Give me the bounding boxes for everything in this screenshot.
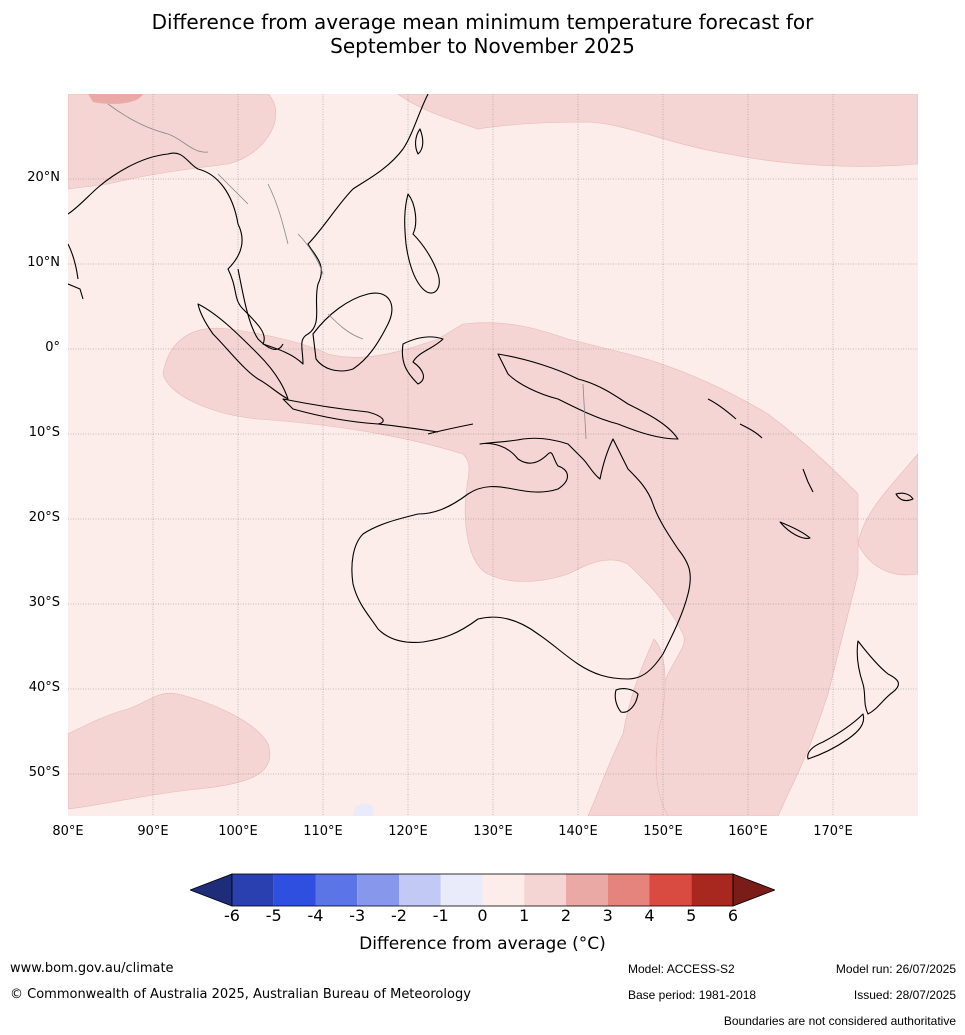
colorbar-tick-label: 5	[686, 906, 697, 925]
lon-tick-170e: 170°E	[813, 824, 853, 839]
colorbar-tick-label: -1	[432, 906, 449, 925]
lat-tick-50s: 50°S	[28, 765, 60, 780]
philippines	[404, 193, 440, 294]
colorbar-segment	[440, 874, 483, 906]
colorbar-extend-high	[732, 873, 775, 907]
colorbar-segment	[399, 874, 441, 906]
colorbar-tick-label: -5	[265, 906, 282, 925]
lon-tick-160e: 160°E	[728, 824, 768, 839]
new-guinea	[497, 353, 679, 440]
colorbar-segment	[482, 874, 525, 906]
colorbar-tick-label: 0	[477, 906, 488, 925]
map-canvas	[68, 94, 918, 816]
lat-tick-20n: 20°N	[27, 170, 60, 185]
colorbar-segments	[190, 873, 775, 907]
coastlines	[68, 94, 914, 760]
colorbar-tick-label: -6	[224, 906, 240, 925]
colorbar-segment	[232, 874, 274, 906]
footer-disclaimer: Boundaries are not considered authoritat…	[723, 1014, 956, 1028]
lon-tick-120e: 120°E	[388, 824, 428, 839]
lat-tick-10n: 10°N	[27, 255, 60, 270]
lat-tick-40s: 40°S	[28, 680, 60, 695]
colorbar-title: Difference from average (°C)	[359, 934, 606, 954]
footer-model: Model: ACCESS-S2	[628, 962, 735, 976]
colorbar-tick-label: -2	[391, 906, 407, 925]
forecast-map[interactable]	[68, 94, 918, 816]
title-line-1: Difference from average mean minimum tem…	[151, 10, 814, 34]
colorbar-segment	[649, 874, 692, 906]
tasmania	[614, 688, 639, 713]
australia	[351, 437, 691, 680]
footer-base-period: Base period: 1981-2018	[628, 988, 757, 1002]
new-zealand-north	[856, 640, 899, 715]
colorbar-tick-label: 4	[644, 906, 655, 925]
colorbar-segment	[607, 874, 650, 906]
lat-tick-30s: 30°S	[28, 595, 60, 610]
lat-tick-20s: 20°S	[28, 510, 60, 525]
colorbar-segment	[273, 874, 316, 906]
colorbar-segment	[524, 874, 566, 906]
graticule	[68, 94, 918, 816]
title-line-2: September to November 2025	[330, 34, 635, 58]
colorbar-extend-low	[190, 873, 233, 907]
colorbar-tick-label: 1	[519, 906, 530, 925]
footer-copyright: © Commonwealth of Australia 2025, Austra…	[10, 987, 471, 1002]
colorbar-tick-label: 2	[560, 906, 572, 925]
borneo	[312, 292, 393, 372]
colorbar-tick-label: -4	[307, 906, 324, 925]
map-title: Difference from average mean minimum tem…	[0, 10, 965, 58]
anomaly-1-2-regions	[68, 94, 918, 816]
footer-website[interactable]: www.bom.gov.au/climate	[10, 961, 174, 976]
new-caledonia	[779, 521, 811, 539]
lesser-sunda	[377, 423, 474, 435]
new-zealand-south	[807, 713, 865, 760]
colorbar-tick-label: 3	[602, 906, 613, 925]
footer-issued: Issued: 28/07/2025	[853, 988, 956, 1002]
sulawesi	[401, 336, 444, 385]
lat-tick-0: 0°	[45, 340, 60, 355]
colorbar-tick-label: 6	[727, 906, 739, 925]
lon-tick-130e: 130°E	[473, 824, 513, 839]
colorbar-segment	[357, 874, 399, 906]
malay-peninsula	[237, 268, 284, 350]
anomaly-negative-patch	[353, 803, 374, 816]
country-borders	[107, 103, 587, 440]
sumatra	[197, 303, 289, 400]
fiji	[895, 492, 914, 502]
colorbar-tick-label: -3	[349, 906, 366, 925]
anomaly-2-3-patch	[88, 94, 143, 104]
lon-tick-140e: 140°E	[558, 824, 598, 839]
colorbar-segment	[691, 874, 733, 906]
taiwan	[415, 128, 424, 155]
lon-tick-100e: 100°E	[218, 824, 258, 839]
vanuatu	[802, 468, 814, 493]
colorbar	[190, 873, 775, 907]
colorbar-segment	[566, 874, 608, 906]
colorbar-segment	[315, 874, 358, 906]
lon-tick-80e: 80°E	[52, 824, 84, 839]
colorbar-outline	[231, 873, 734, 907]
lon-tick-150e: 150°E	[643, 824, 683, 839]
footer-model-run: Model run: 26/07/2025	[835, 962, 956, 976]
java	[282, 398, 384, 425]
lon-tick-90e: 90°E	[137, 824, 169, 839]
lat-tick-10s: 10°S	[28, 425, 60, 440]
solomon-islands	[707, 398, 763, 439]
lon-tick-110e: 110°E	[303, 824, 343, 839]
india-coast	[68, 243, 84, 300]
